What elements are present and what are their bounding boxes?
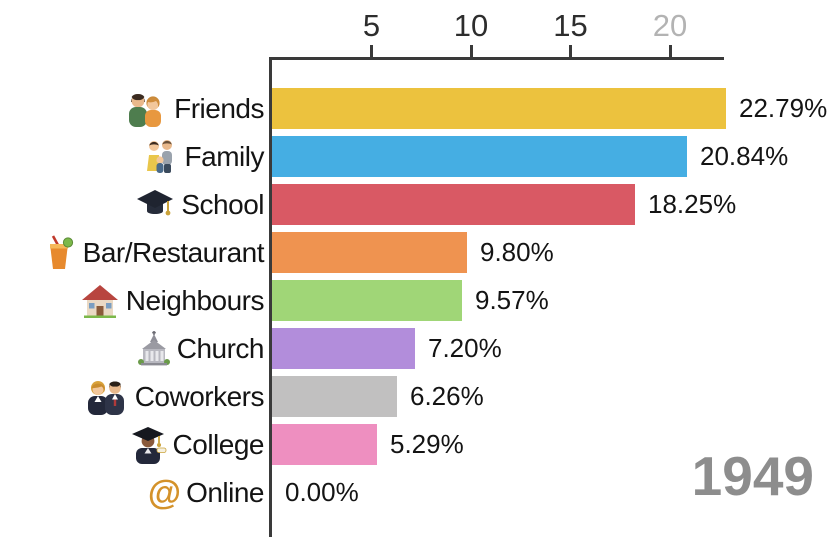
category-label: Church <box>176 332 265 364</box>
category-label: Family <box>184 140 265 172</box>
college-value: 5.29% <box>390 429 464 459</box>
church-icon <box>136 330 172 368</box>
row-coworkers: Coworkers 6.26% <box>0 376 840 417</box>
x-axis-line <box>271 57 724 60</box>
neighbours-value: 9.57% <box>475 285 549 315</box>
row-friends: Friends 22.79% <box>0 88 840 129</box>
category-label: College <box>172 428 265 460</box>
axis-tick <box>668 45 672 57</box>
church-label-cell: Church <box>0 328 265 369</box>
neighbours-label-cell: Neighbours <box>0 280 265 321</box>
school-label-cell: School <box>0 184 264 225</box>
family-value: 20.84% <box>700 141 789 171</box>
school-value: 18.25% <box>648 189 737 219</box>
category-label: School <box>181 188 264 220</box>
axis-tick-label: 15 <box>553 8 588 43</box>
year-label: 1949 <box>691 445 814 507</box>
at-sign-icon: @ <box>147 473 182 512</box>
axis-tick <box>370 45 373 57</box>
friends-bar <box>272 88 726 129</box>
college-bar <box>272 424 377 465</box>
axis-tick <box>469 45 473 57</box>
coworkers-label-cell: Coworkers <box>0 376 265 418</box>
bar-restaurant-bar <box>272 232 467 273</box>
row-college: College 5.29% <box>0 424 840 465</box>
row-neighbours: Neighbours 9.57% <box>0 280 840 321</box>
category-label: Coworkers <box>134 380 265 412</box>
church-value: 7.20% <box>428 333 502 363</box>
graduate-icon <box>128 424 168 466</box>
family-icon <box>140 137 180 177</box>
row-family: Family 20.84% <box>0 136 840 177</box>
church-bar <box>272 328 415 369</box>
axis-tick <box>569 45 572 57</box>
school-bar <box>272 184 635 225</box>
cocktail-icon <box>40 233 78 273</box>
coworkers-bar <box>272 376 397 417</box>
friends-label-cell: Friends <box>0 88 264 129</box>
row-school: School 18.25% <box>0 184 840 225</box>
neighbours-bar <box>272 280 462 321</box>
friends-value: 22.79% <box>739 93 828 123</box>
y-axis-line <box>269 57 272 537</box>
graduation-cap-icon <box>134 185 176 225</box>
axis-tick-label: 5 <box>362 8 381 43</box>
coworkers-value: 6.26% <box>410 381 484 411</box>
row-bar-restaurant: Bar/Restaurant 9.80% <box>0 232 840 273</box>
category-label: Friends <box>174 92 264 124</box>
bar-restaurant-value: 9.80% <box>480 237 554 267</box>
axis-tick-label: 20 <box>652 8 688 43</box>
axis-tick-label: 10 <box>453 8 489 43</box>
house-icon <box>79 281 121 321</box>
row-online: @ Online 0.00% <box>0 472 840 513</box>
online-value: 0.00% <box>285 477 359 507</box>
bar-restaurant-label-cell: Bar/Restaurant <box>0 232 265 273</box>
college-label-cell: College <box>0 424 265 466</box>
family-bar <box>272 136 687 177</box>
family-label-cell: Family <box>0 136 265 177</box>
row-church: Church 7.20% <box>0 328 840 369</box>
category-label: Bar/Restaurant <box>82 236 265 268</box>
couple-icon <box>123 88 169 130</box>
business-people-icon <box>84 376 130 418</box>
online-label-cell: @ Online <box>0 472 265 513</box>
category-label: Neighbours <box>125 284 265 316</box>
category-label: Online <box>186 476 264 508</box>
